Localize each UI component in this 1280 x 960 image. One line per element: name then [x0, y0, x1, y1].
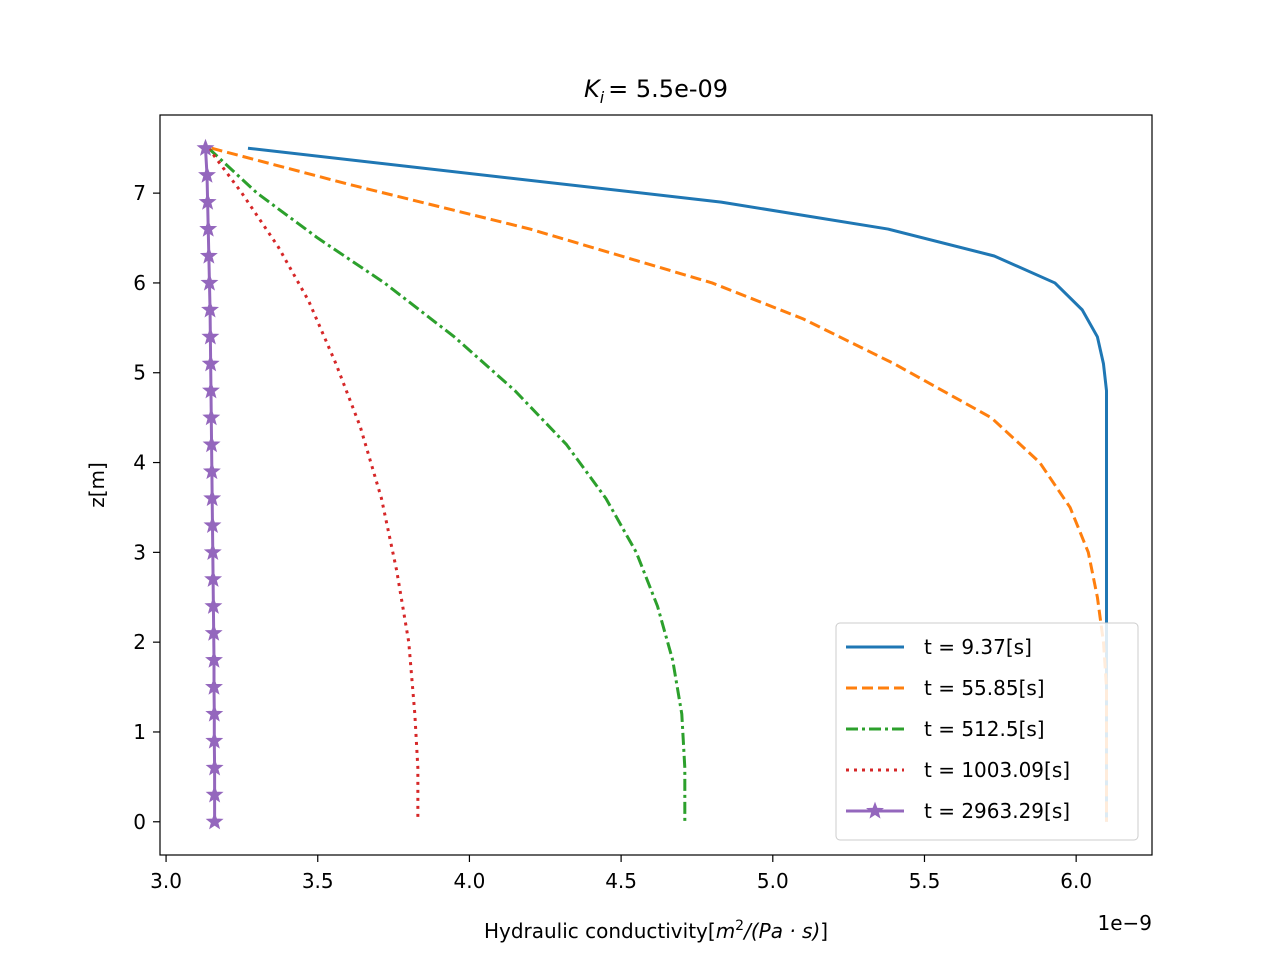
x-tick-label: 3.5 [302, 869, 334, 893]
x-axis: 3.0 3.5 4.0 4.5 5.0 5.5 6.0 [150, 855, 1092, 893]
series-point [205, 812, 224, 830]
y-tick-label: 0 [133, 810, 146, 834]
y-tick-label: 5 [133, 361, 146, 385]
x-tick-label: 5.0 [757, 869, 789, 893]
series-point [202, 381, 220, 399]
legend-label: t = 55.85[s] [924, 676, 1045, 700]
x-tick-label: 6.0 [1060, 869, 1092, 893]
series-layer [196, 138, 1108, 830]
legend-marker [866, 801, 884, 819]
series-line-1 [247, 146, 1108, 822]
plot-area [159, 114, 1153, 856]
x-axis-label: Hydraulic conductivity[m2/(Pa · s)] [484, 918, 828, 943]
series-point [199, 246, 218, 264]
series-point [196, 138, 215, 156]
x-offset-label: 1e−9 [1097, 911, 1152, 935]
series-point [200, 273, 219, 291]
series-point [203, 542, 222, 560]
axes-frame [159, 114, 1153, 856]
series-point [205, 650, 223, 668]
series-point [205, 677, 223, 695]
y-axis: 0 1 2 3 4 5 6 7 [133, 181, 160, 834]
series-point [201, 354, 220, 372]
y-tick-label: 3 [133, 540, 146, 564]
series-point [203, 489, 222, 507]
x-tick-label: 4.0 [454, 869, 486, 893]
series-point [201, 327, 220, 345]
series-point [204, 569, 223, 587]
legend-label: t = 9.37[s] [924, 635, 1032, 659]
series-point [202, 435, 221, 453]
y-tick-label: 7 [133, 181, 146, 205]
legend-box [835, 622, 1139, 841]
legend-label: t = 1003.09[s] [924, 758, 1070, 782]
series-point [202, 462, 221, 480]
series-point [199, 219, 218, 237]
series-point [202, 408, 221, 426]
legend: t = 9.37[s] t = 55.85[s] t = 512.5[s] t = 1… [835, 622, 1139, 841]
series-point [198, 192, 217, 210]
series-point [205, 704, 224, 722]
series-point [204, 596, 223, 614]
legend-label: t = 2963.29[s] [924, 799, 1070, 823]
legend-label: t = 512.5[s] [924, 717, 1045, 741]
x-tick-label: 3.0 [150, 869, 182, 893]
y-tick-label: 1 [133, 720, 146, 744]
series-point [198, 165, 216, 183]
y-tick-label: 2 [133, 630, 146, 654]
x-tick-label: 5.5 [909, 869, 941, 893]
series-point [205, 731, 224, 749]
series-line-3 [207, 147, 687, 822]
chart-title: Ki = 5.5e-09 [584, 75, 728, 107]
x-tick-label: 4.5 [605, 869, 637, 893]
series-point [203, 515, 222, 534]
series-line-2 [211, 146, 1108, 822]
series-point [201, 300, 220, 318]
series-point [205, 785, 224, 803]
y-axis-label: z[m] [85, 462, 109, 508]
series-point [205, 758, 224, 776]
series-point [204, 623, 223, 641]
y-tick-label: 6 [133, 271, 146, 295]
y-tick-label: 4 [133, 451, 146, 475]
